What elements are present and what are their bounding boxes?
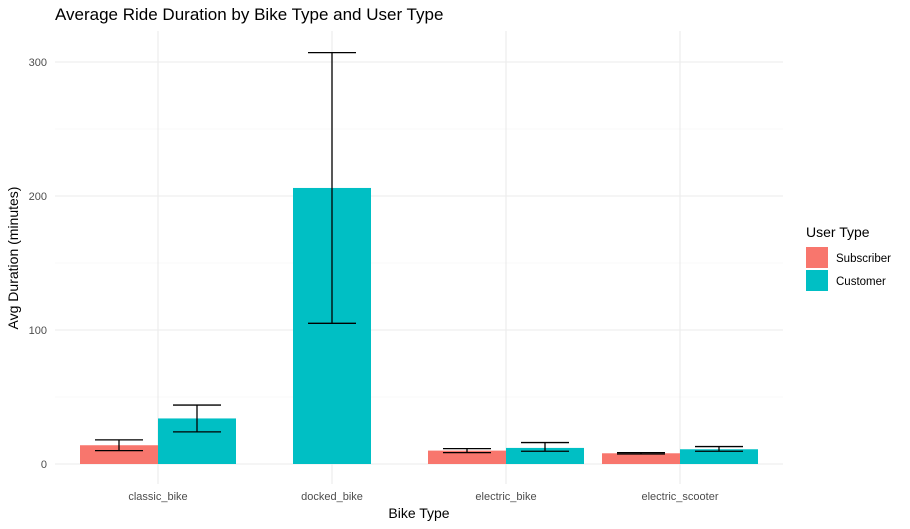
y-tick-label: 200 [29, 191, 47, 203]
error-bar-customer-electric_scooter [695, 445, 743, 452]
error-bar-subscriber-classic_bike [95, 439, 143, 452]
bar-subscriber-electric_scooter [602, 453, 680, 464]
x-tick-label: electric_scooter [641, 491, 718, 503]
bar-subscriber-classic_bike [80, 445, 158, 464]
y-axis-title: Avg Duration (minutes) [5, 187, 21, 330]
error-bars [95, 51, 743, 455]
legend-label-customer: Customer [836, 276, 886, 288]
bar-customer-electric_scooter [680, 449, 758, 464]
grid [55, 31, 783, 484]
legend: User Type Subscriber Customer [806, 224, 891, 291]
x-tick-label: classic_bike [128, 491, 187, 503]
bars [80, 187, 758, 464]
error-bar-customer-classic_bike [173, 404, 221, 433]
legend-title: User Type [806, 224, 870, 240]
error-bar-subscriber-electric_scooter [617, 451, 665, 455]
x-tick-labels: classic_bike docked_bike electric_bike elec… [128, 491, 719, 503]
legend-label-subscriber: Subscriber [836, 253, 891, 265]
x-axis-title: Bike Type [388, 505, 449, 521]
error-bar-customer-docked_bike [308, 51, 356, 324]
legend-key-customer [806, 270, 828, 291]
legend-items: Subscriber Customer [806, 247, 891, 291]
x-tick-label: electric_bike [475, 491, 536, 503]
y-tick-label: 300 [29, 57, 47, 69]
y-tick-label: 0 [41, 459, 47, 471]
bar-customer-electric_bike [506, 447, 584, 464]
bar-subscriber-electric_bike [428, 450, 506, 464]
legend-key-subscriber [806, 247, 828, 268]
error-bar-subscriber-electric_bike [443, 447, 491, 454]
chart-title: Average Ride Duration by Bike Type and U… [55, 5, 443, 24]
error-bar-customer-electric_bike [521, 441, 569, 452]
y-tick-labels: 0 100 200 300 [29, 57, 47, 471]
x-tick-label: docked_bike [301, 491, 363, 503]
y-tick-label: 100 [29, 325, 47, 337]
